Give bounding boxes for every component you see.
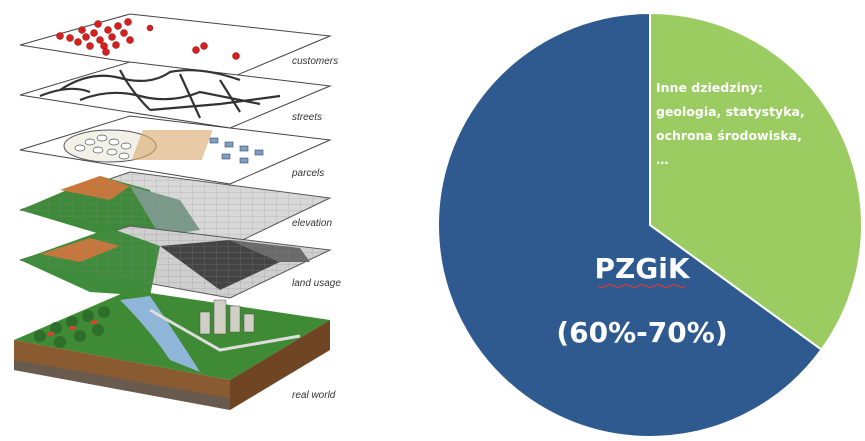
pie-minor-label-line-1: Inne dziedziny: — [656, 80, 763, 95]
pie-major-title-underline — [597, 283, 687, 289]
pie-slice-other-domains — [649, 11, 863, 352]
layer-streets: streets — [19, 61, 332, 129]
pie-minor-label: Inne dziedziny: geologia, statystyka, oc… — [656, 80, 809, 167]
layer-customers: customers — [19, 13, 338, 79]
pie-major-label-title: PZGiK — [594, 252, 690, 285]
customer-points — [56, 18, 240, 60]
layer-label-elevation: elevation — [292, 218, 332, 229]
pie-minor-label-line-3: ochrona środowiska, — [656, 128, 802, 143]
layer-label-streets: streets — [292, 112, 322, 123]
gis-layers-diagram: customers streets parcel — [14, 13, 341, 410]
layer-real-world: real world — [14, 290, 336, 410]
layer-land-usage: land usage — [19, 225, 341, 299]
pie-minor-label-line-2: geologia, statystyka, — [656, 104, 805, 119]
pie-major-label-range: (60%-70%) — [556, 316, 727, 349]
layer-elevation: elevation — [19, 171, 332, 247]
pie-slice-pzgik — [437, 11, 823, 438]
pie-minor-label-line-4: … — [656, 152, 669, 167]
pie-chart: Inne dziedziny: geologia, statystyka, oc… — [437, 11, 863, 438]
layer-label-real-world: real world — [292, 390, 336, 401]
layer-label-land-usage: land usage — [292, 278, 341, 289]
layer-parcels: parcels — [19, 115, 332, 185]
layer-label-customers: customers — [292, 56, 338, 67]
layer-label-parcels: parcels — [291, 168, 324, 179]
